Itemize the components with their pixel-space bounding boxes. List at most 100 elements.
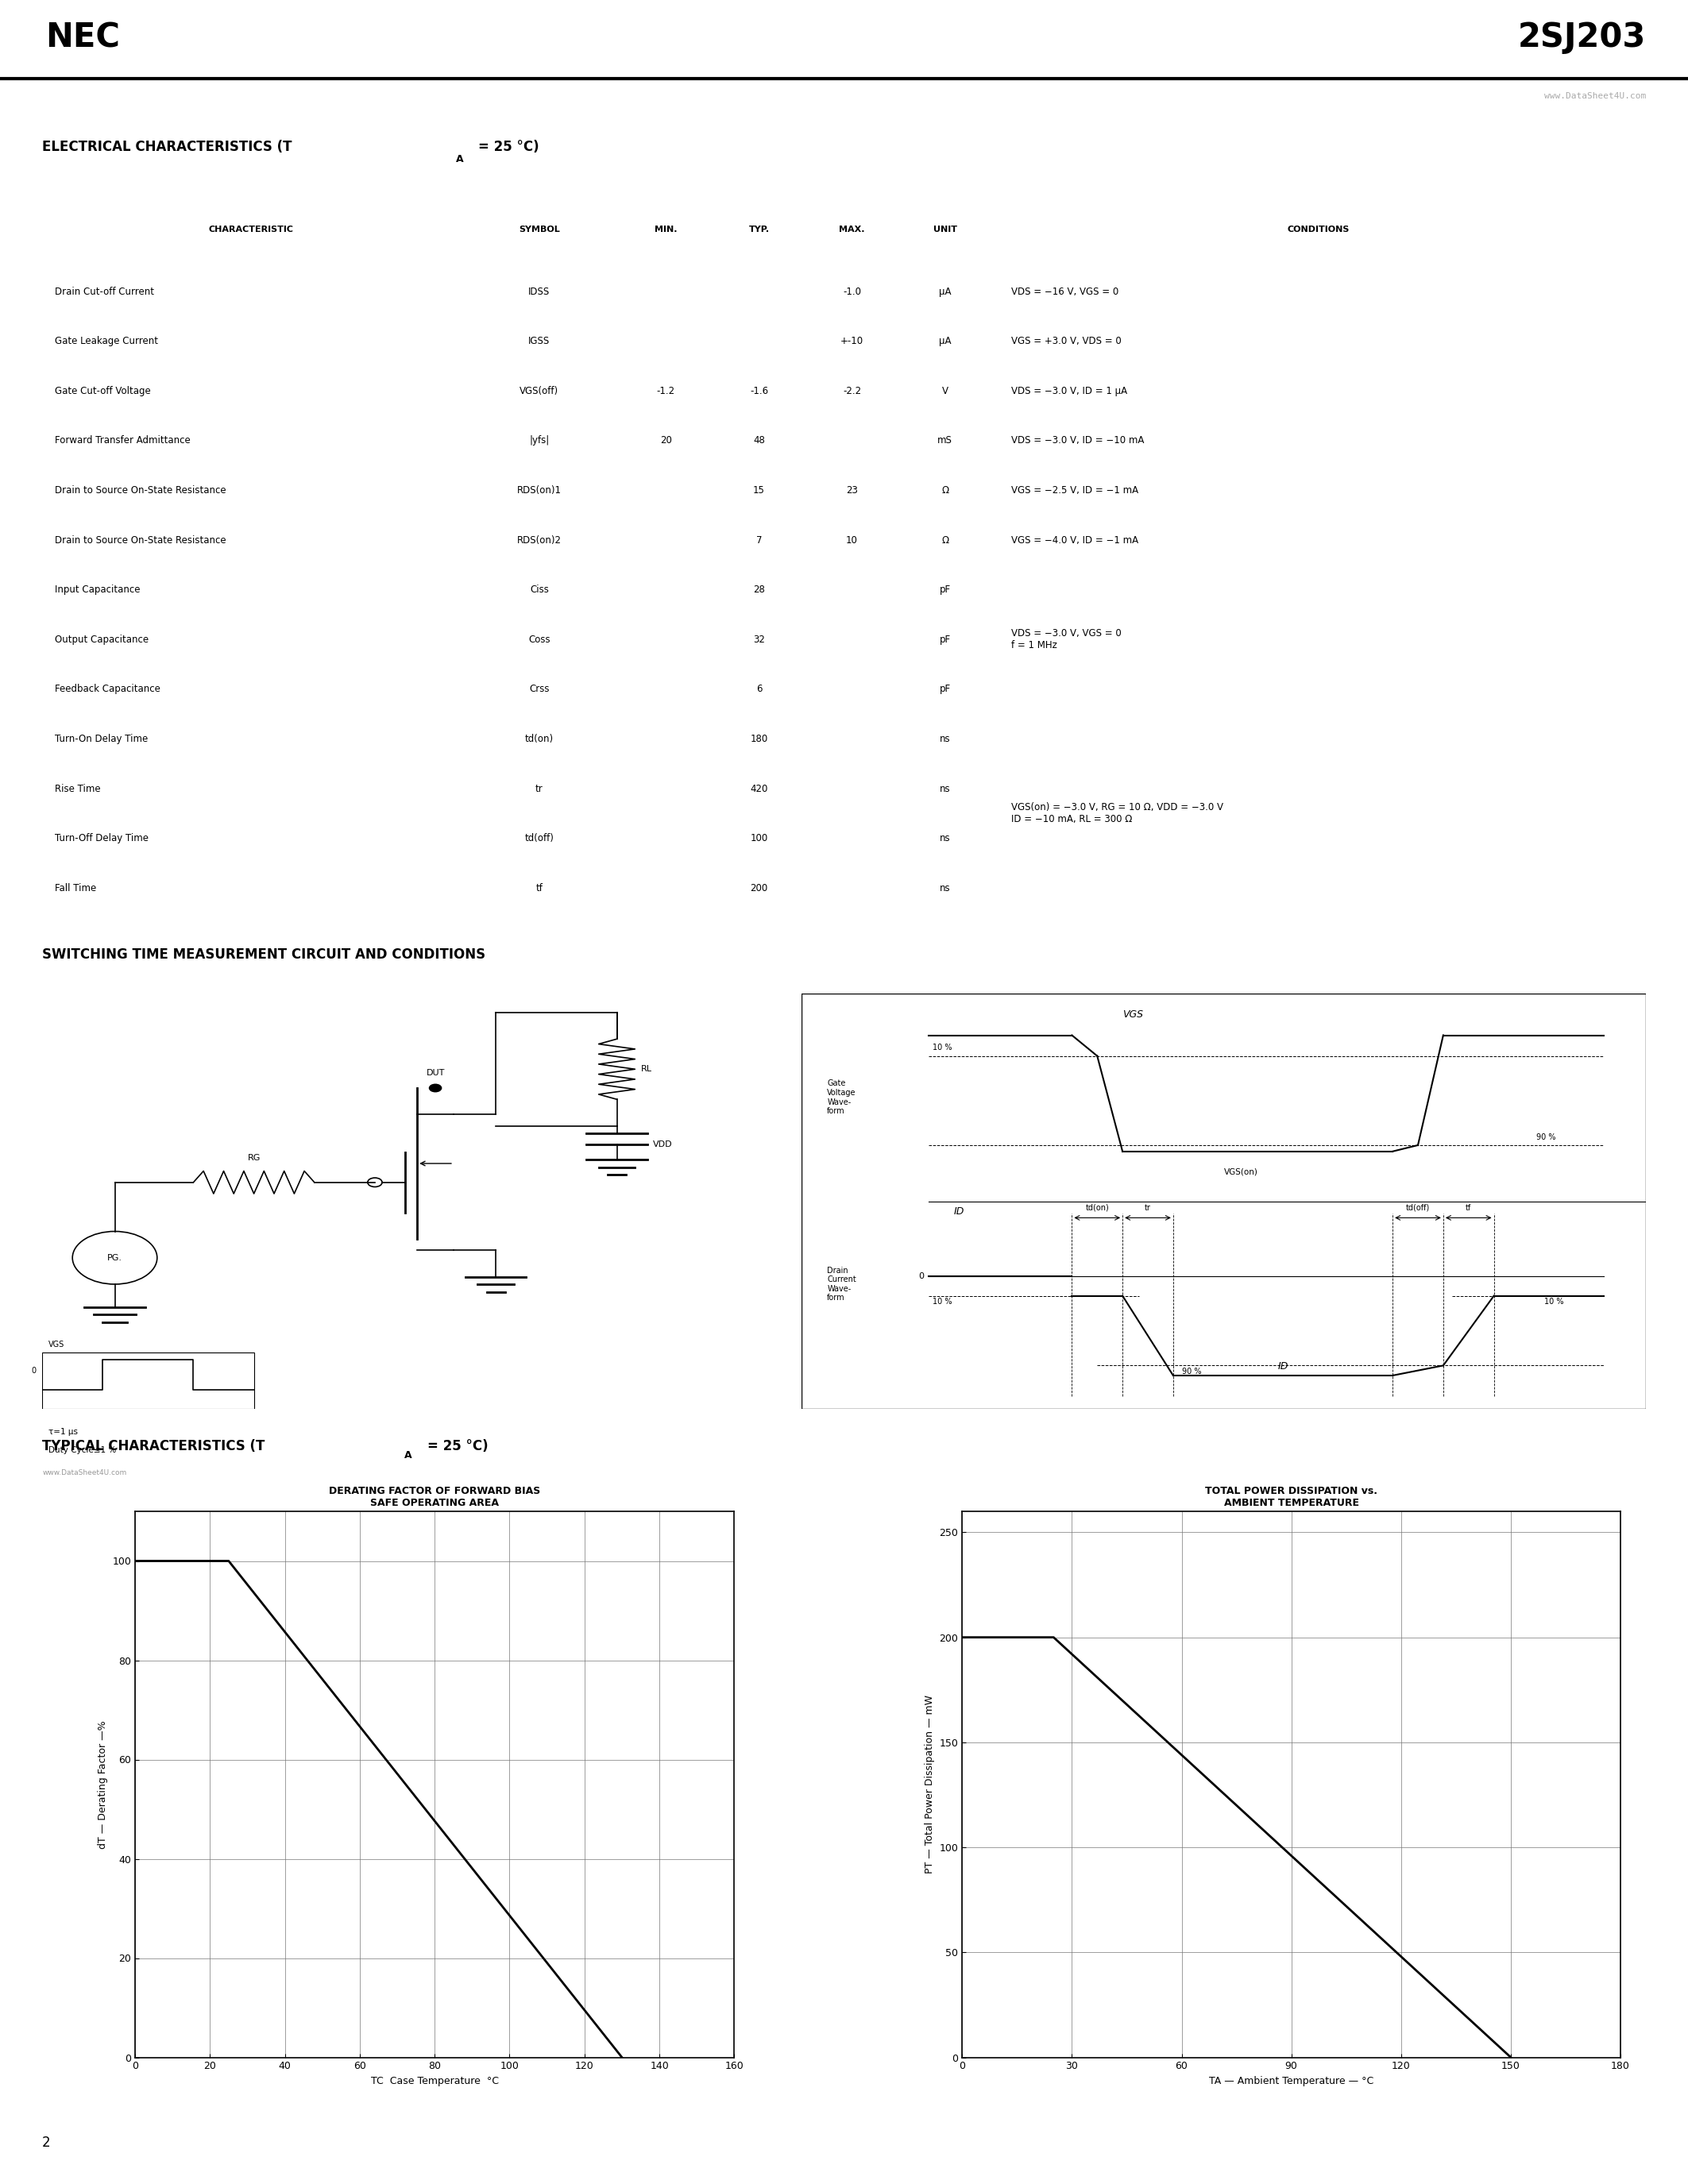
Text: 6: 6	[756, 684, 761, 695]
Text: = 25 °C): = 25 °C)	[478, 140, 538, 155]
Text: τ=1 μs: τ=1 μs	[49, 1428, 78, 1435]
Text: td(off): td(off)	[525, 832, 554, 843]
Circle shape	[429, 1083, 442, 1092]
Text: Drain Cut-off Current: Drain Cut-off Current	[54, 286, 154, 297]
Title: DERATING FACTOR OF FORWARD BIAS
SAFE OPERATING AREA: DERATING FACTOR OF FORWARD BIAS SAFE OPE…	[329, 1485, 540, 1509]
Bar	[42, 1352, 253, 1409]
Text: pF: pF	[940, 585, 950, 594]
Text: VGS = −2.5 V, ID = −1 mA: VGS = −2.5 V, ID = −1 mA	[1011, 485, 1138, 496]
Text: Turn-Off Delay Time: Turn-Off Delay Time	[54, 832, 149, 843]
Text: VGS: VGS	[1123, 1009, 1143, 1020]
Text: td(on): td(on)	[1085, 1203, 1109, 1212]
Y-axis label: dT — Derating Factor —%: dT — Derating Factor —%	[98, 1721, 108, 1848]
Text: Forward Transfer Admittance: Forward Transfer Admittance	[54, 435, 191, 446]
Text: +-10: +-10	[841, 336, 864, 347]
Text: CONDITIONS: CONDITIONS	[1288, 225, 1350, 234]
Text: 48: 48	[753, 435, 765, 446]
Text: ns: ns	[940, 784, 950, 793]
Text: A: A	[456, 155, 464, 164]
Text: VGS(off): VGS(off)	[520, 387, 559, 395]
Text: μA: μA	[939, 336, 950, 347]
Text: tf: tf	[1465, 1203, 1472, 1212]
Text: RL: RL	[641, 1066, 652, 1072]
Text: Turn-On Delay Time: Turn-On Delay Time	[54, 734, 149, 745]
Text: Input Capacitance: Input Capacitance	[54, 585, 140, 594]
Text: 10 %: 10 %	[1545, 1297, 1565, 1306]
Text: VGS = +3.0 V, VDS = 0: VGS = +3.0 V, VDS = 0	[1011, 336, 1121, 347]
Text: 7: 7	[756, 535, 761, 546]
Text: V: V	[942, 387, 949, 395]
Text: VDS = −3.0 V, ID = −10 mA: VDS = −3.0 V, ID = −10 mA	[1011, 435, 1144, 446]
Text: 32: 32	[753, 633, 765, 644]
Text: 20: 20	[660, 435, 672, 446]
Text: ID: ID	[1278, 1361, 1288, 1372]
Text: RDS(on)1: RDS(on)1	[517, 485, 562, 496]
Text: Duty Cycle≤1 %: Duty Cycle≤1 %	[49, 1446, 116, 1455]
Text: -1.6: -1.6	[749, 387, 768, 395]
Text: ELECTRICAL CHARACTERISTICS (T: ELECTRICAL CHARACTERISTICS (T	[42, 140, 292, 155]
Text: VGS: VGS	[49, 1341, 64, 1348]
Text: IGSS: IGSS	[528, 336, 550, 347]
Text: Fall Time: Fall Time	[54, 882, 96, 893]
Text: 100: 100	[749, 832, 768, 843]
Text: VGS(on) = −3.0 V, RG = 10 Ω, VDD = −3.0 V
ID = −10 mA, RL = 300 Ω: VGS(on) = −3.0 V, RG = 10 Ω, VDD = −3.0 …	[1011, 802, 1224, 826]
Text: VDD: VDD	[653, 1140, 674, 1149]
Text: Ω: Ω	[942, 485, 949, 496]
Text: www.DataSheet4U.com: www.DataSheet4U.com	[42, 1470, 127, 1476]
Text: ns: ns	[940, 832, 950, 843]
Text: Rise Time: Rise Time	[54, 784, 101, 793]
Text: μA: μA	[939, 286, 950, 297]
Text: 200: 200	[749, 882, 768, 893]
Text: ID: ID	[954, 1206, 964, 1216]
Text: RG: RG	[248, 1153, 260, 1162]
Text: VGS = −4.0 V, ID = −1 mA: VGS = −4.0 V, ID = −1 mA	[1011, 535, 1138, 546]
Text: SYMBOL: SYMBOL	[518, 225, 560, 234]
Text: -1.0: -1.0	[842, 286, 861, 297]
Text: Gate Cut-off Voltage: Gate Cut-off Voltage	[54, 387, 150, 395]
Text: td(on): td(on)	[525, 734, 554, 745]
Text: |yfs|: |yfs|	[530, 435, 549, 446]
Text: Feedback Capacitance: Feedback Capacitance	[54, 684, 160, 695]
Text: VDS = −3.0 V, VGS = 0
f = 1 MHz: VDS = −3.0 V, VGS = 0 f = 1 MHz	[1011, 629, 1121, 651]
Text: Drain to Source On-State Resistance: Drain to Source On-State Resistance	[54, 535, 226, 546]
Text: 10 %: 10 %	[932, 1044, 952, 1053]
Text: RDS(on)2: RDS(on)2	[517, 535, 562, 546]
Text: 90 %: 90 %	[1182, 1367, 1202, 1376]
Text: CHARACTERISTIC: CHARACTERISTIC	[208, 225, 294, 234]
Text: 0: 0	[32, 1367, 35, 1376]
Text: 10 %: 10 %	[932, 1297, 952, 1306]
Text: = 25 °C): = 25 °C)	[427, 1439, 488, 1452]
Text: Coss: Coss	[528, 633, 550, 644]
Text: tr: tr	[535, 784, 544, 793]
Text: 2: 2	[42, 2136, 51, 2149]
X-axis label: TA — Ambient Temperature — °C: TA — Ambient Temperature — °C	[1209, 2077, 1374, 2086]
Y-axis label: PT — Total Power Dissipation — mW: PT — Total Power Dissipation — mW	[925, 1695, 935, 1874]
Text: 180: 180	[749, 734, 768, 745]
Text: Drain
Current
Wave-
form: Drain Current Wave- form	[827, 1267, 856, 1302]
Text: 0: 0	[918, 1271, 925, 1280]
Text: tf: tf	[535, 882, 544, 893]
Text: IDSS: IDSS	[528, 286, 550, 297]
Text: Drain to Source On-State Resistance: Drain to Source On-State Resistance	[54, 485, 226, 496]
Text: td(off): td(off)	[1406, 1203, 1430, 1212]
Title: TOTAL POWER DISSIPATION vs.
AMBIENT TEMPERATURE: TOTAL POWER DISSIPATION vs. AMBIENT TEMP…	[1205, 1485, 1377, 1509]
Text: Gate Leakage Current: Gate Leakage Current	[54, 336, 159, 347]
Text: 23: 23	[846, 485, 858, 496]
Text: VGS(on): VGS(on)	[1224, 1168, 1258, 1175]
Text: MAX.: MAX.	[839, 225, 864, 234]
Text: 28: 28	[753, 585, 765, 594]
Text: 2SJ203: 2SJ203	[1518, 20, 1646, 55]
Text: VDS = −3.0 V, ID = 1 μA: VDS = −3.0 V, ID = 1 μA	[1011, 387, 1128, 395]
Text: DUT: DUT	[425, 1068, 444, 1077]
Text: MIN.: MIN.	[655, 225, 677, 234]
Text: Gate
Voltage
Wave-
form: Gate Voltage Wave- form	[827, 1079, 856, 1116]
Text: 420: 420	[749, 784, 768, 793]
Text: Ciss: Ciss	[530, 585, 549, 594]
Text: -1.2: -1.2	[657, 387, 675, 395]
Text: UNIT: UNIT	[933, 225, 957, 234]
Text: 15: 15	[753, 485, 765, 496]
Text: mS: mS	[937, 435, 952, 446]
Text: pF: pF	[940, 684, 950, 695]
Text: tr: tr	[1144, 1203, 1151, 1212]
Text: TYPICAL CHARACTERISTICS (T: TYPICAL CHARACTERISTICS (T	[42, 1439, 265, 1452]
